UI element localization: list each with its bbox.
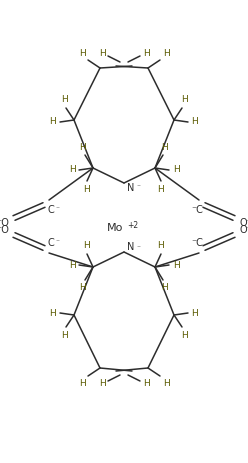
Text: H: H: [162, 144, 168, 152]
Text: ⁺O: ⁺O: [0, 218, 9, 228]
Text: +2: +2: [127, 220, 138, 230]
Text: O⁺: O⁺: [239, 225, 248, 235]
Text: N: N: [127, 183, 135, 193]
Text: H: H: [61, 95, 67, 105]
Text: H: H: [143, 50, 149, 58]
Text: N: N: [127, 242, 135, 252]
Text: ⁻: ⁻: [136, 244, 140, 252]
Text: C: C: [48, 205, 54, 215]
Text: ⁻: ⁻: [55, 205, 59, 213]
Text: H: H: [143, 378, 149, 388]
Text: H: H: [173, 261, 179, 269]
Text: H: H: [69, 261, 75, 269]
Text: ⁻C: ⁻C: [191, 238, 203, 248]
Text: H: H: [84, 184, 90, 194]
Text: H: H: [61, 331, 67, 339]
Text: H: H: [181, 95, 187, 105]
Text: H: H: [99, 378, 105, 388]
Text: H: H: [192, 118, 198, 126]
Text: H: H: [84, 242, 90, 250]
Text: H: H: [79, 380, 85, 388]
Text: H: H: [69, 165, 75, 175]
Text: ⁻C: ⁻C: [191, 205, 203, 215]
Text: H: H: [158, 242, 164, 250]
Text: H: H: [80, 282, 86, 292]
Text: H: H: [50, 118, 56, 126]
Text: ⁻: ⁻: [136, 182, 140, 192]
Text: H: H: [79, 49, 85, 57]
Text: H: H: [173, 165, 179, 175]
Text: H: H: [181, 331, 187, 339]
Text: H: H: [162, 282, 168, 292]
Text: H: H: [158, 184, 164, 194]
Text: C: C: [48, 238, 54, 248]
Text: H: H: [163, 49, 169, 57]
Text: ⁻: ⁻: [55, 238, 59, 246]
Text: H: H: [163, 380, 169, 388]
Text: H: H: [192, 308, 198, 318]
Text: H: H: [50, 308, 56, 318]
Text: H: H: [80, 144, 86, 152]
Text: Mo: Mo: [107, 223, 123, 233]
Text: H: H: [99, 50, 105, 58]
Text: O⁺: O⁺: [239, 218, 248, 228]
Text: ⁺O: ⁺O: [0, 225, 9, 235]
